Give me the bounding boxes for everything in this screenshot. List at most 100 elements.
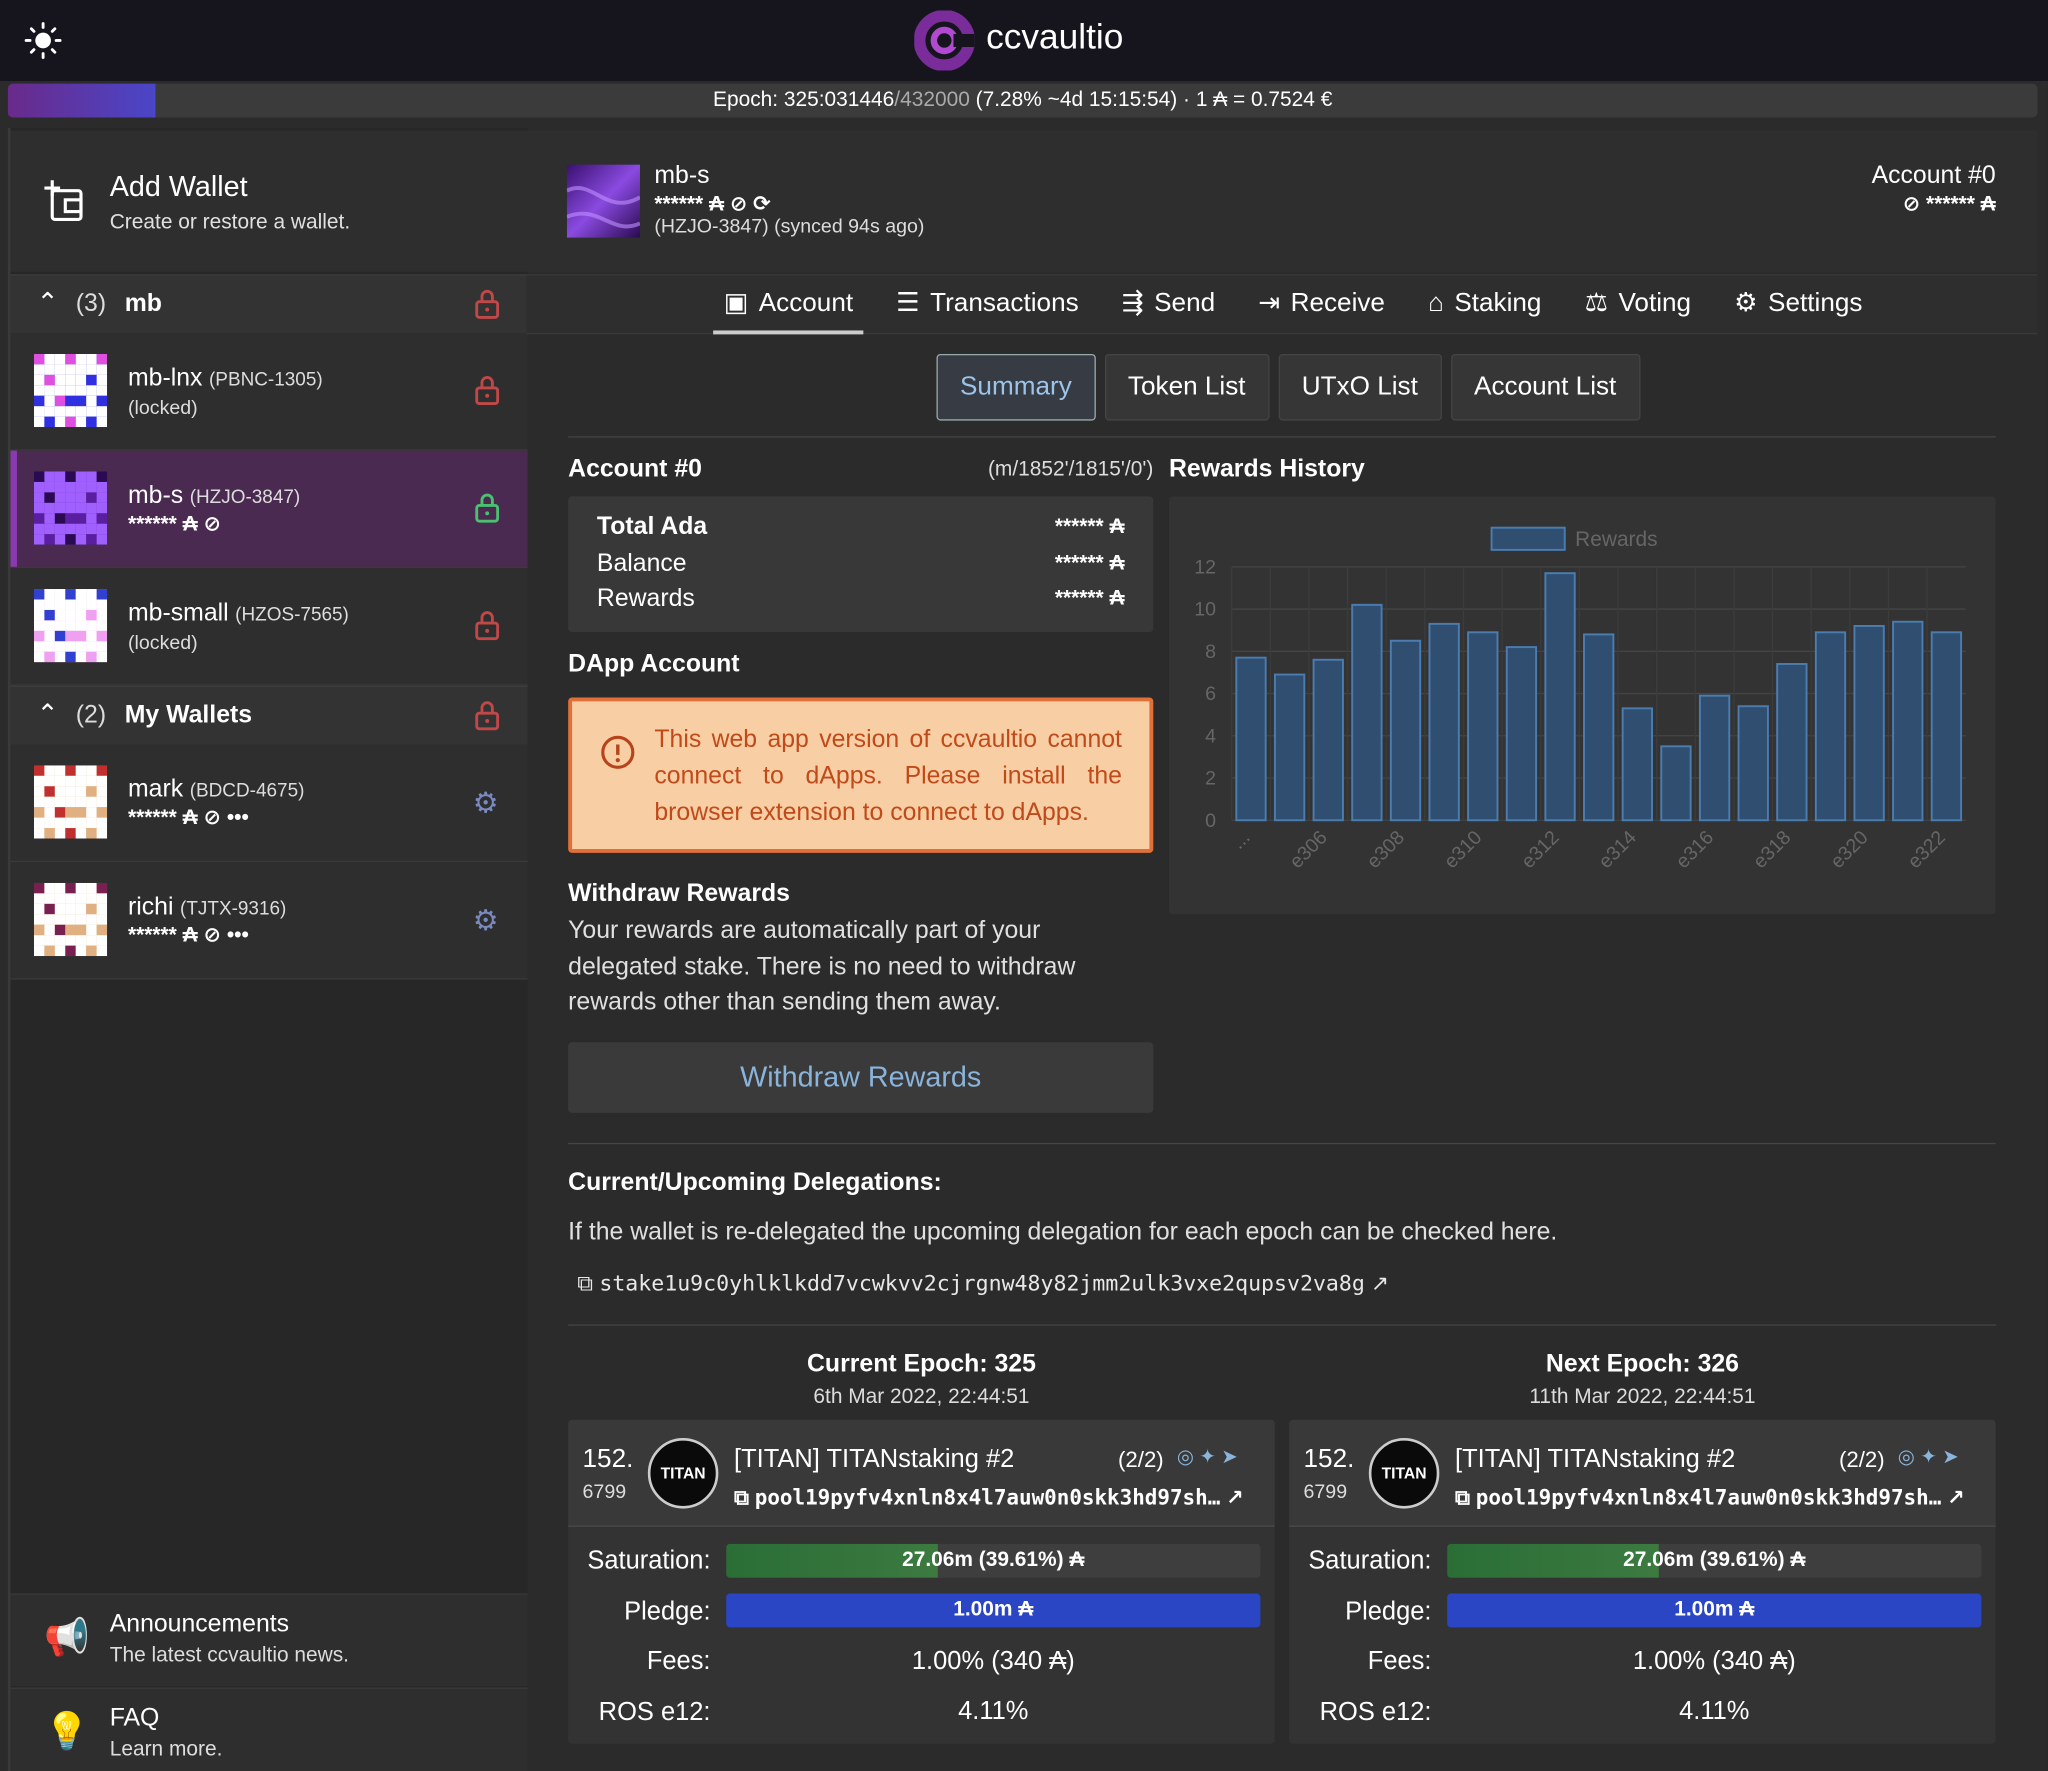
tab-icon: ⚖ [1584,288,1608,318]
tab[interactable]: ⌂ Staking [1418,276,1552,331]
add-wallet-icon [44,180,83,221]
footer-icon: 💡 [44,1711,90,1752]
wallet-item[interactable]: mb-lnx (PBNC-1305) (locked) [10,333,528,451]
pledge-bar: 1.00m ₳ [1447,1593,1982,1628]
legend-label: Rewards [1575,528,1657,551]
tab-icon: ⇶ [1121,288,1144,318]
tab[interactable]: ⚖ Voting [1574,276,1701,331]
pool-name: [TITAN] TITANstaking #2 [734,1444,1015,1474]
footer-item[interactable]: 💡 FAQ Learn more. [10,1687,528,1771]
delegations-text: If the wallet is re-delegated the upcomi… [568,1218,1558,1247]
pool-id[interactable]: ⧉ pool19pyfv4xnln8x4l7auw0n0skk3hd97sh… … [734,1485,1244,1510]
footer-item[interactable]: 📢 Announcements The latest ccvaultio news. [10,1593,528,1687]
bar [1737,705,1769,822]
tab-label: Send [1154,288,1216,318]
saturation-text: 27.06m (39.61%) ₳ [902,1549,1085,1572]
pool-id[interactable]: ⧉ pool19pyfv4xnln8x4l7auw0n0skk3hd97sh… … [1455,1485,1965,1510]
wallet-name: mb-s [654,161,710,190]
sub-tab[interactable]: Account List [1450,353,1640,421]
pool-label: ROS e12: [598,1697,711,1727]
add-wallet[interactable]: Add Wallet Create or restore a wallet. [10,130,528,272]
epoch-heading: Next Epoch: 326 [1545,1350,1739,1378]
settings-icon: ⚙ [472,786,499,819]
divider [568,1324,1996,1326]
pool-links: ◎ ✦ ➤ [1897,1445,1959,1469]
y-tick-label: 4 [1205,725,1216,747]
bar [1660,745,1692,822]
balance: ****** ₳ [127,924,198,947]
wallet-balance: ****** ₳ ⊘ ••• [127,807,249,830]
wallet-title: mark (BDCD-4675) [128,776,304,805]
bar [1698,694,1731,822]
tab[interactable]: ⚙ Settings [1724,276,1873,331]
tab[interactable]: ▣ Account [713,276,864,335]
chevron: ⌃ [36,288,59,318]
pool-label: ROS e12: [1319,1697,1432,1727]
wallet-item[interactable]: mb-small (HZOS-7565) (locked) [10,568,528,686]
wallet-avatar [33,589,108,663]
account-row-value: ****** ₳ [1054,551,1125,575]
epoch: Epoch: 325:031446 [713,88,895,112]
tab[interactable]: ⇥ Receive [1248,276,1396,331]
tab-bar: ▣ Account ☰ Transactions ⇶ Send ⇥ Receive ⌂ Staki… [526,274,2038,335]
warning-icon [601,735,635,769]
bar [1583,633,1615,822]
ros: 4.11% [958,1696,1029,1726]
bar [1776,663,1808,822]
footer-subtitle: Learn more. [109,1738,223,1761]
sub-tab[interactable]: Token List [1104,353,1270,421]
balance: ****** ₳ [127,513,198,536]
y-tick-label: 0 [1205,810,1216,832]
add-wallet-subtitle: Create or restore a wallet. [109,211,351,234]
pool-rank: 152. [1303,1444,1355,1474]
wallet-item[interactable]: mb-s (HZJO-3847) ****** ₳ ⊘ [10,450,528,569]
tab[interactable]: ☰ Transactions [886,276,1089,331]
epoch-total: /432000 [894,88,970,112]
pledge-text: 1.00m ₳ [953,1598,1034,1621]
pool-card: 152. 6799 TITAN [TITAN] TITANstaking #2 (2/2… [1289,1419,1996,1744]
pool-label: Fees: [1367,1647,1432,1676]
theme-toggle[interactable] [24,21,63,60]
wallet-group[interactable]: ⌃ (3) mb [10,274,528,335]
tab-label: Account [758,288,854,318]
pool-label: Saturation: [1308,1546,1432,1576]
wallet-id: (BDCD-4675) [189,781,305,802]
footer-title: Announcements [109,1610,290,1638]
fees: 1.00% (340 ₳) [911,1647,1075,1676]
legend-swatch [1490,526,1566,551]
sub-tabs: Summary Token List UTxO List Account List [936,353,1640,421]
account-row-value: ****** ₳ [1054,587,1125,610]
bar [1853,625,1885,822]
withdraw-button[interactable]: Withdraw Rewards [568,1042,1154,1113]
epoch-details: (7.28% ~4d 15:15:54) · 1 ₳ = 0.7524 € [969,88,1333,112]
sidebar: Add Wallet Create or restore a wallet. ⌃… [7,127,528,1771]
y-tick-label: 6 [1205,683,1216,705]
stake-address[interactable]: ⧉ stake1u9c0yhlklkdd7vcwkvv2cjrgnw48y82j… [577,1270,1389,1296]
lock-icon [473,610,502,649]
account-row-label: Balance [596,549,687,577]
account-row-value: ****** ₳ [1054,515,1125,539]
saturation-fill [1447,1543,1659,1578]
add-wallet-title: Add Wallet [109,169,248,203]
sub-tab[interactable]: UTxO List [1278,353,1442,421]
wallet-header: mb-s ****** ₳ ⊘ ⟳ (HZJO-3847) (synced 94… [526,130,2038,272]
wallet-avatar [33,471,108,545]
bar [1814,631,1847,822]
wallet-item[interactable]: mark (BDCD-4675) ****** ₳ ⊘ ••• ⚙ [10,744,528,863]
pool-label: Fees: [646,1647,711,1676]
pledge-text: 1.00m ₳ [1674,1598,1755,1621]
footer-title: FAQ [109,1704,160,1732]
wallet-item[interactable]: richi (TJTX-9316) ****** ₳ ⊘ ••• ⚙ [10,862,528,980]
bar [1544,572,1576,822]
tab[interactable]: ⇶ Send [1111,276,1225,331]
wallet-group[interactable]: ⌃ (2) My Wallets [10,685,528,746]
divider [568,1142,1996,1145]
sub-tab[interactable]: Summary [936,353,1096,421]
pool-logo: TITAN [647,1438,719,1509]
wallet-avatar [33,353,108,428]
settings-icon: ⚙ [472,903,499,937]
tab-label: Transactions [930,288,1079,318]
account-row-label: Total Ada [596,513,708,541]
